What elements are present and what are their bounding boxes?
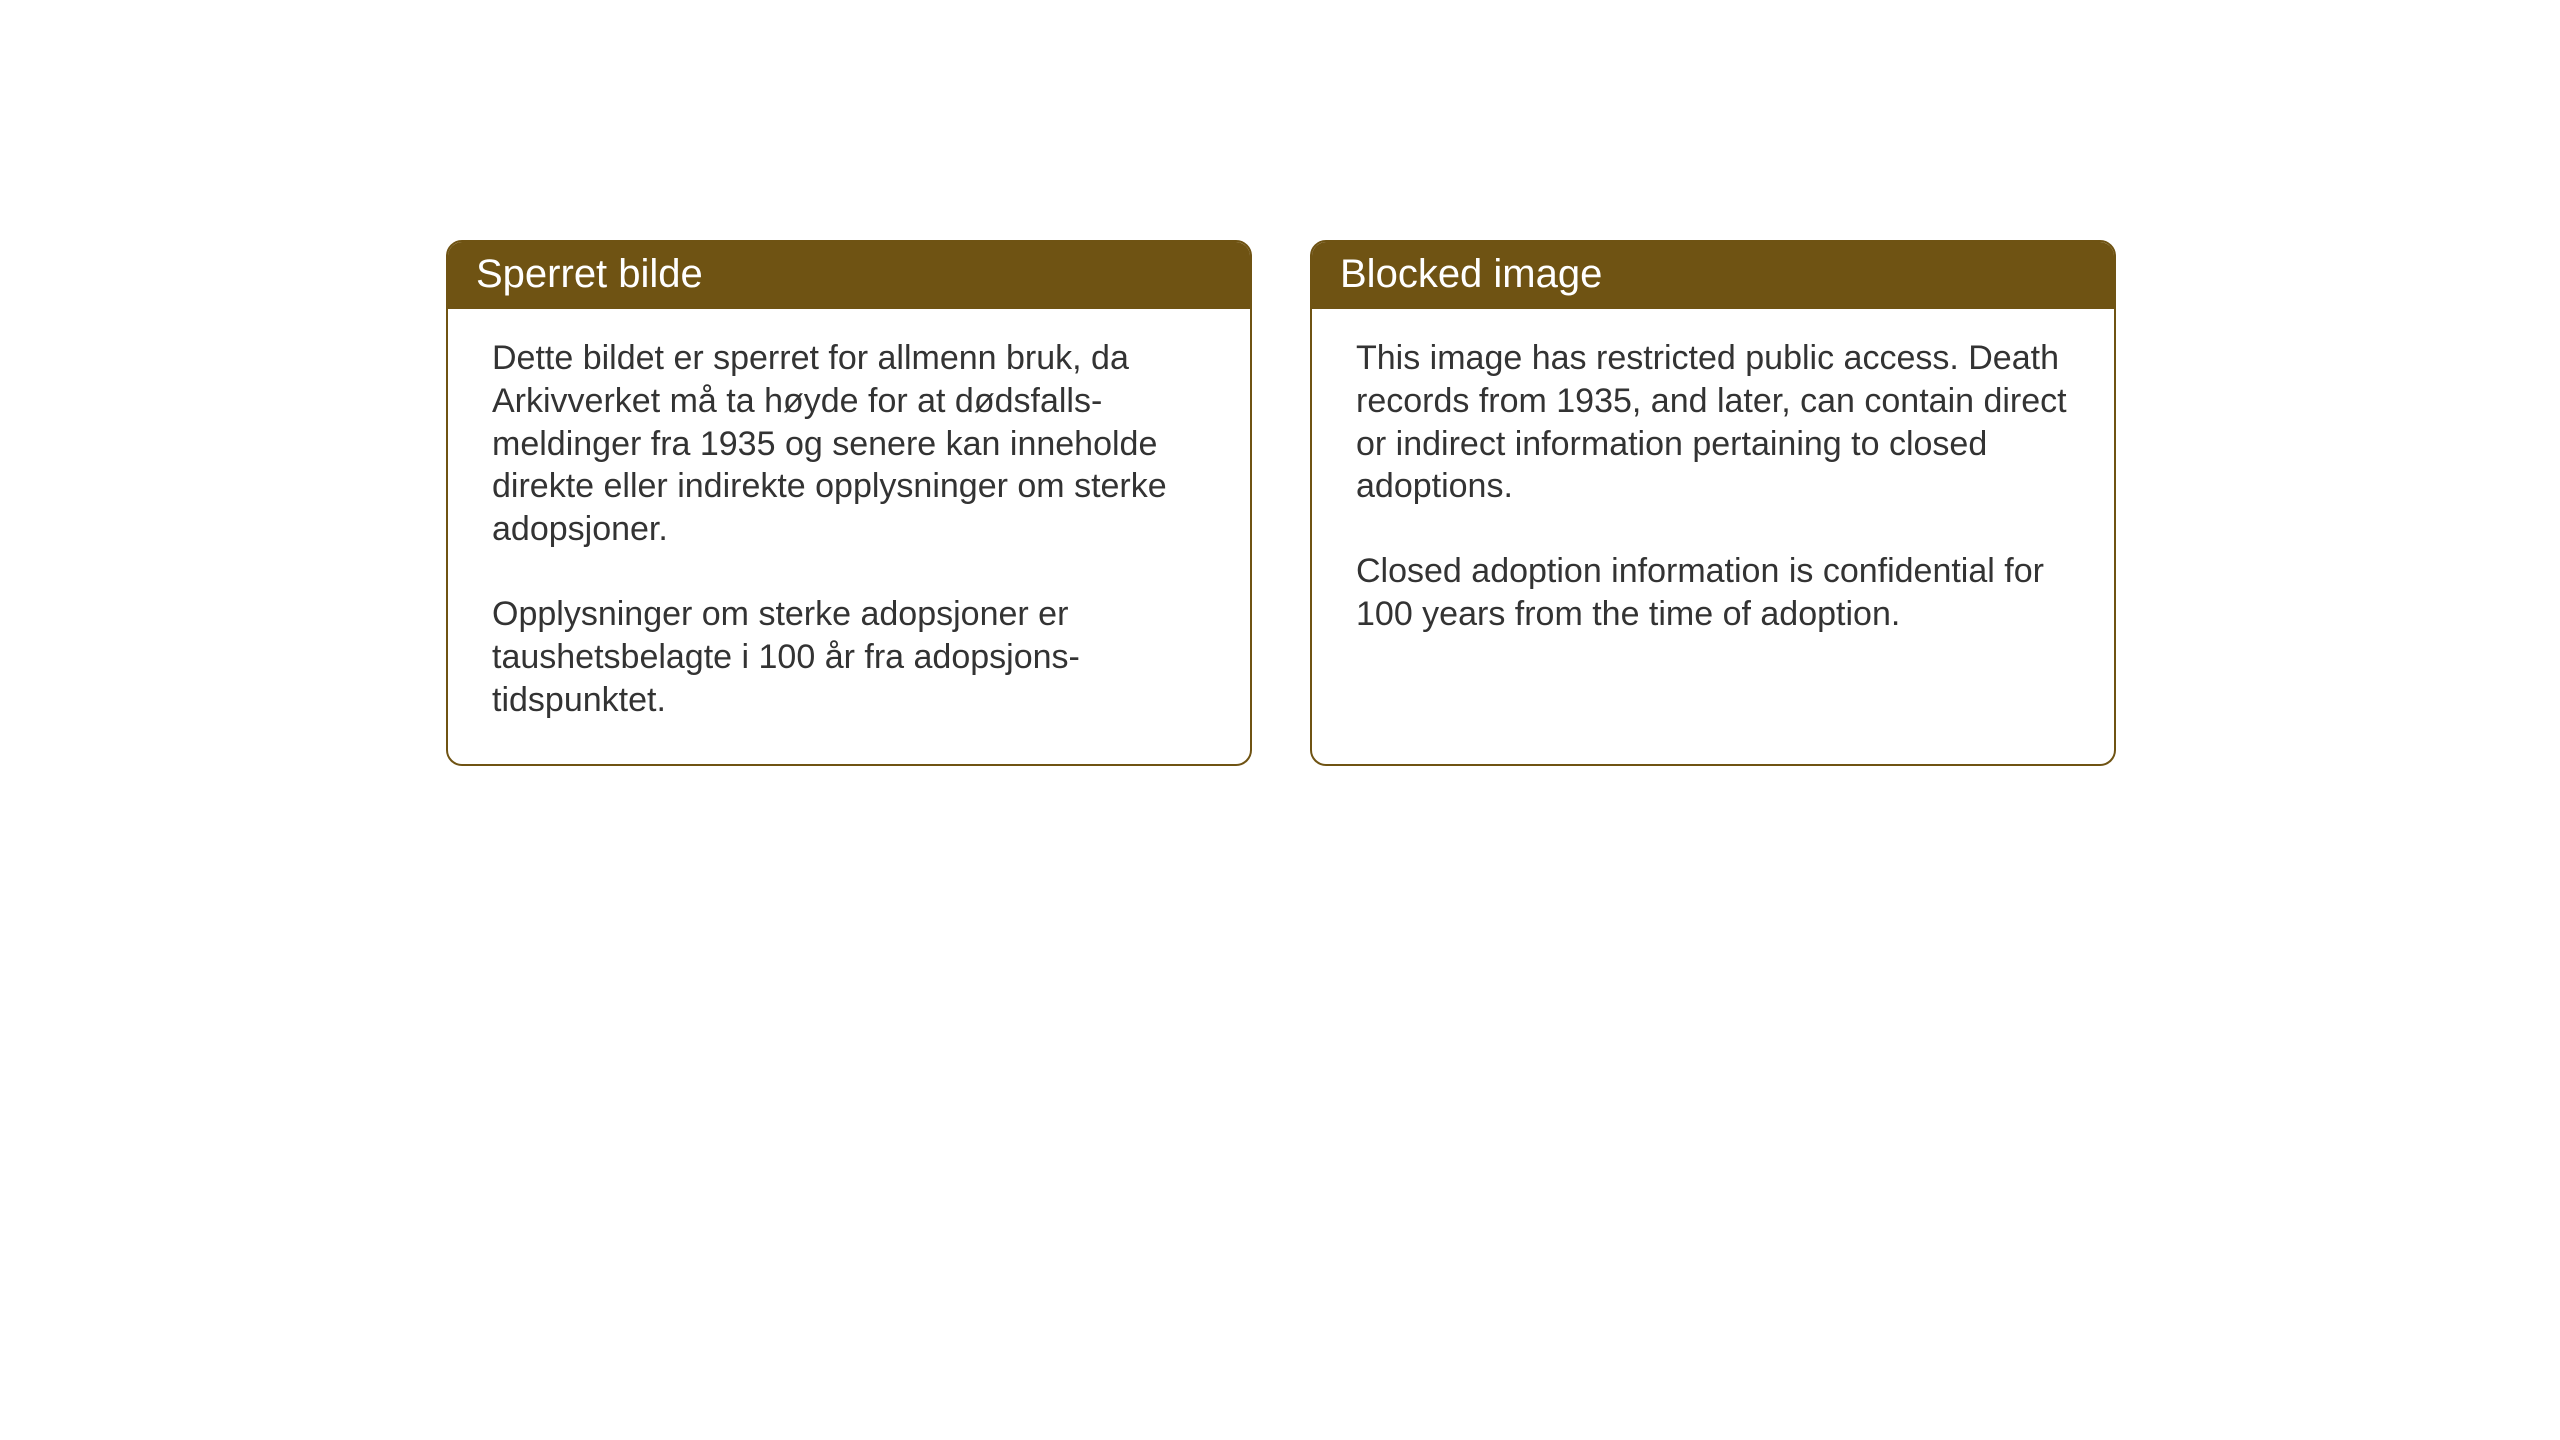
card-body-english: This image has restricted public access.… [1312,309,2114,678]
blocked-image-card-english: Blocked image This image has restricted … [1310,240,2116,766]
card-paragraph-2-norwegian: Opplysninger om sterke adopsjoner er tau… [492,593,1206,721]
cards-container: Sperret bilde Dette bildet er sperret fo… [446,240,2116,766]
card-paragraph-1-english: This image has restricted public access.… [1356,337,2070,508]
card-paragraph-1-norwegian: Dette bildet er sperret for allmenn bruk… [492,337,1206,551]
card-title-english: Blocked image [1340,252,1602,296]
card-body-norwegian: Dette bildet er sperret for allmenn bruk… [448,309,1250,764]
card-header-english: Blocked image [1312,242,2114,309]
blocked-image-card-norwegian: Sperret bilde Dette bildet er sperret fo… [446,240,1252,766]
card-header-norwegian: Sperret bilde [448,242,1250,309]
card-paragraph-2-english: Closed adoption information is confident… [1356,550,2070,636]
card-title-norwegian: Sperret bilde [476,252,703,296]
